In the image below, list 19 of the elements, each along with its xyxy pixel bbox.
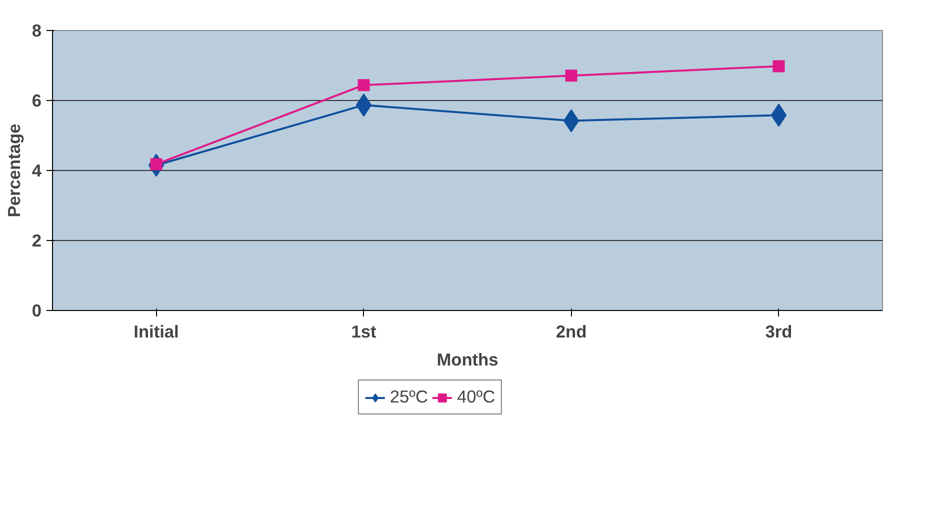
x-tick-label: Initial: [134, 322, 179, 342]
y-axis-title: Percentage: [4, 123, 24, 218]
point: [563, 109, 580, 132]
x-tick-label: 1st: [351, 322, 376, 342]
x-tick-label: 3rd: [765, 322, 792, 342]
x-axis-title: Months: [436, 350, 498, 370]
y-tick-label: 6: [32, 90, 42, 110]
y-tick-label: 0: [32, 300, 42, 320]
legend-label: 25ºC: [390, 386, 428, 408]
point: [356, 94, 372, 117]
x-tick-label: 2nd: [556, 322, 587, 342]
legend-label: 40ºC: [457, 386, 496, 408]
y-tick-label: 2: [32, 230, 42, 250]
point: [770, 104, 787, 127]
point: [772, 60, 785, 72]
point: [358, 79, 370, 92]
y-tick-label: 8: [32, 20, 42, 40]
y-tick-label: 4: [32, 160, 42, 180]
point: [565, 70, 578, 82]
